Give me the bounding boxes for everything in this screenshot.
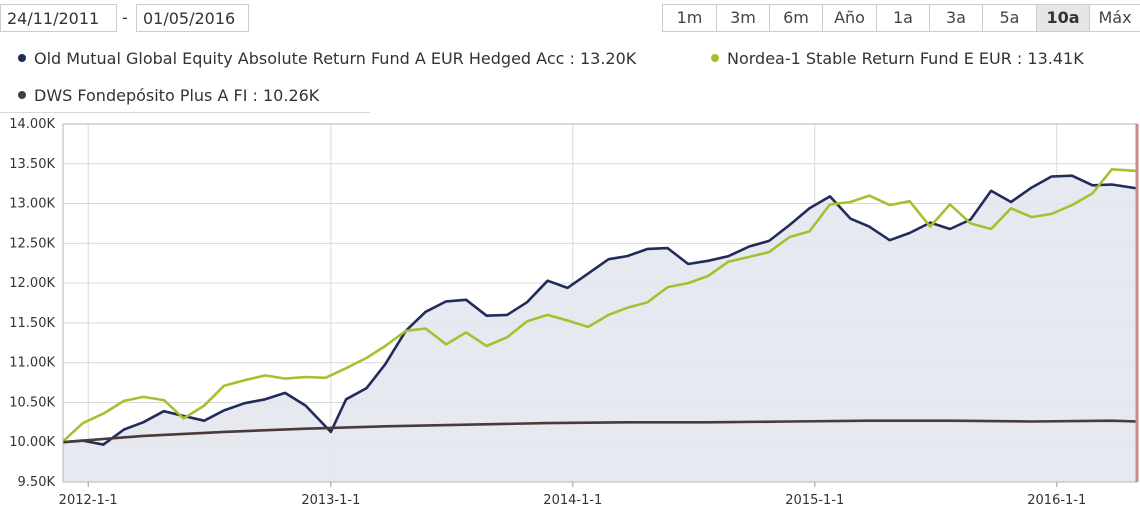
legend-label: DWS Fondepósito Plus A FI : 10.26K	[34, 86, 320, 105]
series-area-0	[63, 175, 1137, 482]
range-button-5y[interactable]: 5a	[983, 5, 1037, 31]
y-tick-label: 11.00K	[9, 356, 55, 371]
y-tick-label: 13.50K	[9, 157, 55, 172]
range-button-3m[interactable]: 3m	[717, 5, 770, 31]
axes	[62, 123, 1139, 487]
date-to-input[interactable]: 01/05/2016	[136, 4, 249, 32]
series-line-0	[62, 174, 1138, 446]
line-chart: 9.50K 10.00K 10.50K 11.00K 11.50K 12.00K 12.50…	[9, 117, 1139, 508]
y-tick-label: 14.00K	[9, 117, 55, 132]
y-tick-label: 10.50K	[9, 395, 55, 410]
series-lines	[62, 168, 1138, 446]
legend-item-dws[interactable]: DWS Fondepósito Plus A FI : 10.26K	[18, 86, 319, 105]
range-button-ytd[interactable]: Año	[823, 5, 877, 31]
x-tick-label: 2012-1-1	[59, 493, 118, 508]
range-button-10y[interactable]: 10a	[1037, 5, 1090, 31]
series-line-2	[62, 419, 1138, 444]
x-tick-label: 2013-1-1	[301, 493, 360, 508]
range-button-1y[interactable]: 1a	[877, 5, 930, 31]
series-line-1	[62, 168, 1138, 443]
legend-item-old-mutual[interactable]: Old Mutual Global Equity Absolute Return…	[18, 49, 636, 68]
y-axis-ticks: 9.50K 10.00K 10.50K 11.00K 11.50K 12.00K 12.50…	[9, 117, 55, 490]
range-button-6m[interactable]: 6m	[770, 5, 823, 31]
y-tick-label: 12.50K	[9, 236, 55, 251]
legend-dot-icon	[18, 53, 26, 62]
y-tick-label: 12.00K	[9, 276, 55, 291]
date-from-input[interactable]: 24/11/2011	[0, 4, 117, 32]
y-tick-label: 11.50K	[9, 316, 55, 331]
range-button-max[interactable]: Máx	[1090, 5, 1140, 31]
y-tick-label: 10.00K	[9, 435, 55, 450]
x-tick-label: 2015-1-1	[785, 493, 844, 508]
legend-label: Old Mutual Global Equity Absolute Return…	[34, 49, 637, 68]
x-axis-ticks: 2012-1-1 2013-1-1 2014-1-1 2015-1-1 2016-1-1	[59, 493, 1087, 508]
range-button-3y[interactable]: 3a	[930, 5, 983, 31]
legend-dot-icon	[711, 53, 719, 62]
y-tick-label: 13.00K	[9, 197, 55, 212]
legend-dot-icon	[18, 90, 26, 99]
x-tick-label: 2014-1-1	[543, 493, 602, 508]
legend-label: Nordea-1 Stable Return Fund E EUR : 13.4…	[727, 49, 1084, 68]
date-separator: -	[122, 8, 128, 27]
range-button-1m[interactable]: 1m	[663, 5, 717, 31]
legend-item-nordea[interactable]: Nordea-1 Stable Return Fund E EUR : 13.4…	[711, 49, 1084, 68]
y-tick-label: 9.50K	[18, 475, 56, 490]
legend-divider	[0, 112, 370, 113]
area-layer	[63, 175, 1137, 482]
x-tick-label: 2016-1-1	[1027, 493, 1086, 508]
range-selector: 1m 3m 6m Año 1a 3a 5a 10a Máx	[662, 4, 1140, 32]
